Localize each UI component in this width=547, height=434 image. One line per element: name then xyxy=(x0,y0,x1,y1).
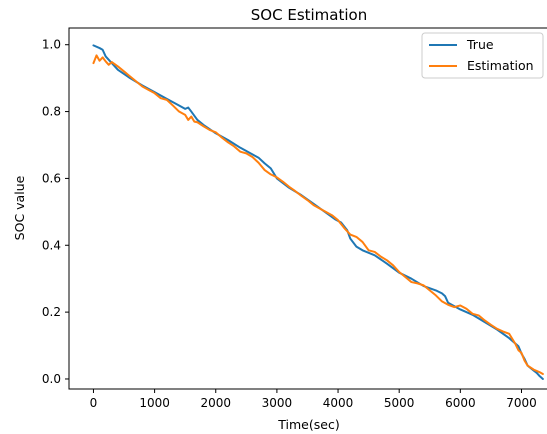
y-tick-label: 0.0 xyxy=(42,372,61,386)
series-line-estimation xyxy=(92,54,544,375)
x-tick-label: 7000 xyxy=(506,396,537,410)
series-line-true xyxy=(92,44,544,380)
x-tick-label: 3000 xyxy=(262,396,293,410)
x-tick-label: 4000 xyxy=(323,396,354,410)
legend-label-estimation: Estimation xyxy=(467,58,534,73)
y-tick-label: 0.8 xyxy=(42,105,61,119)
plot-frame xyxy=(68,27,547,390)
x-axis: 0 1000 2000 3000 4000 5000 6000 7000 xyxy=(90,389,537,410)
y-tick-label: 0.6 xyxy=(42,171,61,185)
x-tick-label: 5000 xyxy=(384,396,415,410)
chart-title: SOC Estimation xyxy=(251,6,367,24)
y-axis: 0.0 0.2 0.4 0.6 0.8 1.0 xyxy=(42,38,69,386)
series-layer xyxy=(92,44,544,380)
legend: True Estimation xyxy=(421,32,544,79)
legend-label-true: True xyxy=(466,37,494,52)
y-tick-label: 0.2 xyxy=(42,305,61,319)
x-axis-label: Time(sec) xyxy=(277,417,339,432)
x-tick-label: 6000 xyxy=(445,396,476,410)
x-tick-label: 2000 xyxy=(200,396,231,410)
plot-area xyxy=(68,27,547,390)
y-tick-label: 1.0 xyxy=(42,38,61,52)
x-tick-label: 1000 xyxy=(139,396,170,410)
y-axis-label: SOC value xyxy=(12,175,27,240)
y-tick-label: 0.4 xyxy=(42,238,61,252)
x-tick-label: 0 xyxy=(90,396,98,410)
